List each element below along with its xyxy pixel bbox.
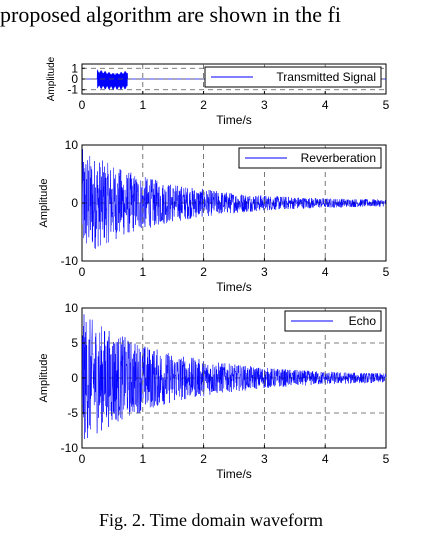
y-tick-label: 0	[71, 371, 78, 385]
legend-label: Reverberation	[301, 151, 376, 165]
x-tick-label: 5	[383, 265, 390, 279]
y-tick-label: 0	[71, 196, 78, 210]
x-tick-label: 4	[322, 265, 329, 279]
y-tick-label: 10	[65, 301, 79, 315]
x-tick-label: 3	[261, 452, 268, 466]
y-tick-label: -1	[67, 83, 78, 97]
y-tick-label: 1	[71, 61, 78, 75]
y-tick-label: -5	[67, 406, 78, 420]
waveform-group	[82, 314, 386, 439]
y-tick-label: -10	[61, 441, 79, 455]
legend-box	[204, 66, 382, 88]
x-tick-label: 2	[200, 265, 207, 279]
legend: Transmitted Signal	[204, 66, 382, 88]
waveform-line	[82, 314, 386, 439]
x-tick-label: 5	[383, 452, 390, 466]
figure-caption: Fig. 2. Time domain waveform	[99, 510, 323, 530]
chart-echo: 0 1 2 3 4 5 10 5 0 -5 -10 Time/s Amplitude Echo	[38, 301, 390, 481]
waveform-line	[82, 149, 386, 249]
legend-label: Echo	[349, 314, 377, 328]
x-tick-label: 4	[322, 452, 329, 466]
y-tick-label: 0	[71, 72, 78, 86]
legend: Reverberation	[238, 147, 382, 169]
body-text-line: proposed algorithm are shown in the fi	[0, 2, 341, 27]
x-tick-label: 3	[261, 265, 268, 279]
x-axis-label: Time/s	[216, 280, 252, 294]
y-axis-label: Amplitude	[46, 56, 57, 101]
y-axis-label: Amplitude	[38, 179, 50, 228]
x-tick-label: 0	[79, 452, 86, 466]
x-tick-label: 5	[383, 98, 390, 112]
y-axis-label: Amplitude	[38, 354, 50, 403]
waveform-line	[82, 69, 386, 90]
x-tick-label: 4	[322, 98, 329, 112]
x-tick-label: 0	[79, 98, 86, 112]
x-tick-label: 1	[139, 265, 146, 279]
y-tick-label: -10	[61, 254, 79, 268]
waveform-group	[82, 149, 386, 249]
y-tick-label: 10	[65, 138, 79, 152]
x-tick-label: 1	[139, 452, 146, 466]
legend-label: Transmitted Signal	[276, 70, 376, 84]
legend: Echo	[284, 310, 382, 332]
x-axis-label: Time/s	[216, 113, 252, 127]
x-axis-label: Time/s	[216, 467, 252, 481]
y-tick-label: 5	[71, 336, 78, 350]
x-tick-label: 2	[200, 452, 207, 466]
legend-box	[238, 147, 382, 169]
x-tick-label: 0	[79, 265, 86, 279]
x-tick-label: 2	[200, 98, 207, 112]
x-tick-label: 3	[261, 98, 268, 112]
x-tick-label: 1	[139, 98, 146, 112]
waveform-group	[82, 69, 386, 90]
